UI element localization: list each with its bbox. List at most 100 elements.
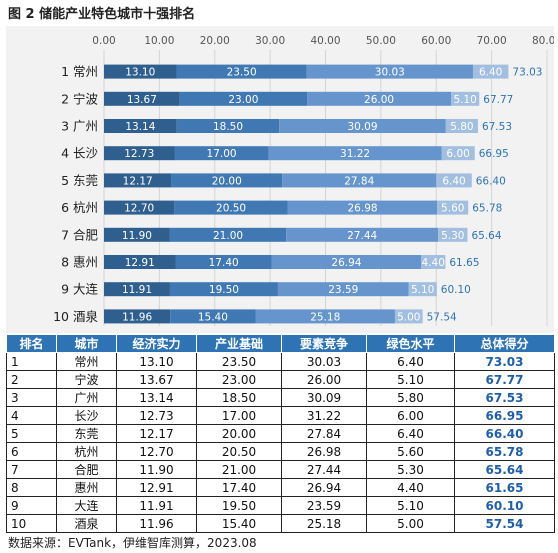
- table-cell: 30.09: [281, 388, 367, 407]
- bar-segment: [176, 119, 280, 133]
- bar-value-label: 20.00: [212, 175, 242, 187]
- bar-segment: [179, 91, 308, 106]
- table-cell: 5.10: [366, 370, 455, 389]
- bar-segment: [176, 64, 307, 79]
- bar-segment: [268, 146, 442, 161]
- chart-panel: 0.00 10.00 20.00 30.00 40.00 50.00 60.00 70.00 8…: [6, 26, 554, 333]
- total-value-label: 65.78: [472, 203, 502, 215]
- table-cell: 23.59: [281, 496, 367, 515]
- bar-segment: [436, 173, 472, 188]
- table-cell: 7: [6, 460, 57, 479]
- category-label: 9 大连: [61, 282, 98, 297]
- x-tick-label: 60.00: [421, 35, 451, 47]
- bar-segment: [175, 255, 272, 269]
- table-cell: 65.78: [454, 442, 555, 461]
- table-cell: 26.94: [281, 478, 367, 497]
- table-cell: 67.77: [454, 370, 555, 389]
- table-cell: 12.70: [116, 442, 197, 461]
- category-label: 4 长沙: [61, 146, 98, 161]
- table-header-row: 排名 城市 经济实力 产业基础 要素竞争 绿色水平 总体得分: [6, 334, 555, 353]
- bar-segment: [306, 64, 473, 79]
- table-cell: 1: [6, 352, 57, 371]
- bar-segment: [451, 91, 480, 106]
- stacked-bar-chart: 0.00 10.00 20.00 30.00 40.00 50.00 60.00 70.00 8…: [53, 35, 554, 326]
- table-cell: 6.40: [366, 352, 455, 371]
- total-value-label: 60.10: [441, 284, 471, 296]
- bar-value-label: 5.60: [441, 203, 464, 215]
- table-cell: 12.73: [116, 406, 197, 425]
- table-header-cell: 总体得分: [454, 334, 555, 353]
- table-cell: 11.96: [116, 514, 197, 533]
- table-header-cell: 经济实力: [116, 334, 197, 353]
- table-cell: 60.10: [454, 496, 555, 515]
- table-row: 5 东莞 12.17 20.00 27.84 6.40 66.40: [6, 424, 555, 443]
- bar-value-label: 19.50: [209, 284, 239, 296]
- table-cell: 19.50: [196, 496, 282, 515]
- table-header-cell: 产业基础: [196, 334, 282, 353]
- table-cell: 5.60: [366, 442, 455, 461]
- bar-segment: [104, 64, 177, 79]
- table-cell: 长沙: [56, 406, 117, 425]
- table-cell: 11.90: [116, 460, 197, 479]
- total-value-label: 57.54: [427, 311, 457, 323]
- table-row: 3 广州 13.14 18.50 30.09 5.80 67.53: [6, 388, 555, 407]
- bar-segment: [255, 309, 395, 324]
- x-tick-label: 30.00: [255, 35, 285, 47]
- table-cell: 17.00: [196, 406, 282, 425]
- bar-segment: [394, 309, 423, 324]
- bar-value-label: 17.00: [207, 148, 237, 160]
- table-cell: 20.50: [196, 442, 282, 461]
- source-note: 数据来源：EVTank，伊维智库测算，2023.08: [8, 536, 257, 550]
- table-cell: 10: [6, 514, 57, 533]
- total-value-label: 66.40: [476, 175, 506, 187]
- category-label: 7 合肥: [61, 227, 98, 242]
- table-cell: 宁波: [56, 370, 117, 389]
- bar-value-label: 13.14: [125, 121, 155, 133]
- bar-value-label: 4.40: [422, 257, 445, 269]
- table-cell: 4: [6, 406, 57, 425]
- bar-segment: [104, 146, 175, 161]
- bar-value-label: 30.03: [375, 67, 405, 79]
- figure-title: 图 2 储能产业特色城市十强排名: [8, 7, 196, 22]
- bar-value-label: 13.67: [127, 94, 157, 106]
- table-cell: 61.65: [454, 478, 555, 497]
- bar-value-label: 20.50: [216, 203, 246, 215]
- table-cell: 66.95: [454, 406, 555, 425]
- bar-value-label: 30.09: [347, 121, 377, 133]
- total-value-label: 61.65: [449, 257, 479, 269]
- table-cell: 12.91: [116, 478, 197, 497]
- x-tick-label: 0.00: [92, 35, 115, 47]
- table-cell: 57.54: [454, 514, 555, 533]
- bar-segment: [104, 119, 177, 133]
- table-row: 2 宁波 13.67 23.00 26.00 5.10 67.77: [6, 370, 555, 389]
- bar-segment: [445, 119, 478, 133]
- table-row: 1 常州 13.10 23.50 30.03 6.40 73.03: [6, 352, 555, 371]
- bar-segment: [104, 227, 170, 242]
- table-cell: 65.64: [454, 460, 555, 479]
- bar-value-label: 5.10: [453, 94, 476, 106]
- category-label: 2 宁波: [61, 91, 98, 106]
- bar-value-label: 5.00: [397, 311, 420, 323]
- x-tick-label: 70.00: [477, 35, 507, 47]
- category-label: 10 酒泉: [53, 309, 98, 324]
- table-cell: 3: [6, 388, 57, 407]
- table-header-cell: 城市: [56, 334, 117, 353]
- table-cell: 6.00: [366, 406, 455, 425]
- table-cell: 17.40: [196, 478, 282, 497]
- bar-segment: [174, 200, 288, 215]
- category-label: 5 东莞: [61, 173, 98, 188]
- total-value-label: 65.64: [471, 230, 501, 242]
- table-cell: 13.10: [116, 352, 197, 371]
- bar-segment: [472, 64, 509, 79]
- bar-segment: [277, 282, 409, 297]
- table-cell: 5.80: [366, 388, 455, 407]
- bar-value-label: 23.59: [328, 284, 358, 296]
- total-value-label: 66.95: [479, 148, 509, 160]
- table-body: 1 常州 13.10 23.50 30.03 6.40 73.03 2 宁波 13.67 23.00…: [6, 352, 555, 533]
- bar-segment: [438, 227, 468, 242]
- bar-segment: [104, 309, 171, 324]
- bar-value-label: 15.40: [198, 311, 228, 323]
- ranking-table: 排名 城市 经济实力 产业基础 要素竞争 绿色水平 总体得分 1 常州 13.10 23.50 30…: [6, 334, 555, 533]
- bar-segment: [104, 91, 180, 106]
- bar-segment: [307, 91, 452, 106]
